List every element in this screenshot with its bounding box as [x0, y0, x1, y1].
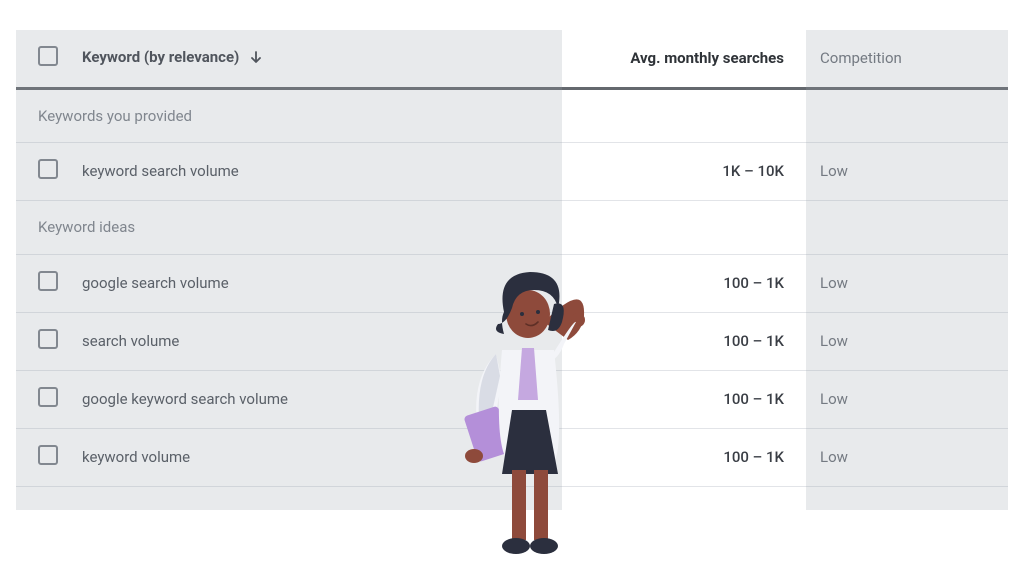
- table-row: keyword volume 100 – 1KLow: [16, 428, 1008, 486]
- col-header-avg-label: Avg. monthly searches: [630, 49, 784, 67]
- table-row: google search volume 100 – 1KLow: [16, 254, 1008, 312]
- row-checkbox[interactable]: [38, 159, 58, 179]
- avg-searches-cell: 100 – 1K: [562, 312, 806, 370]
- spacer-cell: [462, 142, 562, 200]
- competition-cell: Low: [806, 370, 1008, 428]
- section-label: Keywords you provided: [16, 88, 1008, 142]
- row-checkbox[interactable]: [38, 271, 58, 291]
- keyword-table: Keyword (by relevance) Avg. monthly sear…: [16, 30, 1008, 487]
- table-row: google keyword search volume 100 – 1KLow: [16, 370, 1008, 428]
- keyword-cell: google keyword search volume: [76, 370, 462, 428]
- keyword-cell: google search volume: [76, 254, 462, 312]
- competition-cell: Low: [806, 312, 1008, 370]
- table-row: search volume 100 – 1KLow: [16, 312, 1008, 370]
- section-row: Keywords you provided: [16, 88, 1008, 142]
- avg-searches-cell: 1K – 10K: [562, 142, 806, 200]
- table-body: Keywords you providedkeyword search volu…: [16, 88, 1008, 486]
- keyword-cell: keyword volume: [76, 428, 462, 486]
- col-header-spacer: [462, 30, 562, 88]
- col-header-avg[interactable]: Avg. monthly searches: [562, 30, 806, 88]
- spacer-cell: [462, 428, 562, 486]
- competition-cell: Low: [806, 142, 1008, 200]
- row-checkbox[interactable]: [38, 387, 58, 407]
- section-row: Keyword ideas: [16, 200, 1008, 254]
- col-header-competition[interactable]: Competition: [806, 30, 1008, 88]
- table-header-row: Keyword (by relevance) Avg. monthly sear…: [16, 30, 1008, 88]
- spacer-cell: [462, 370, 562, 428]
- avg-searches-cell: 100 – 1K: [562, 428, 806, 486]
- avg-searches-cell: 100 – 1K: [562, 254, 806, 312]
- col-header-competition-label: Competition: [820, 49, 902, 67]
- keyword-cell: search volume: [76, 312, 462, 370]
- spacer-cell: [462, 312, 562, 370]
- arrow-down-icon: [249, 50, 263, 68]
- col-header-keyword[interactable]: Keyword (by relevance): [76, 30, 462, 88]
- select-all-checkbox[interactable]: [38, 46, 58, 66]
- row-checkbox[interactable]: [38, 445, 58, 465]
- competition-cell: Low: [806, 254, 1008, 312]
- row-checkbox[interactable]: [38, 329, 58, 349]
- table-row: keyword search volume 1K – 10KLow: [16, 142, 1008, 200]
- competition-cell: Low: [806, 428, 1008, 486]
- col-header-keyword-label: Keyword (by relevance): [82, 48, 239, 66]
- avg-searches-cell: 100 – 1K: [562, 370, 806, 428]
- section-label: Keyword ideas: [16, 200, 1008, 254]
- spacer-cell: [462, 254, 562, 312]
- keyword-cell: keyword search volume: [76, 142, 462, 200]
